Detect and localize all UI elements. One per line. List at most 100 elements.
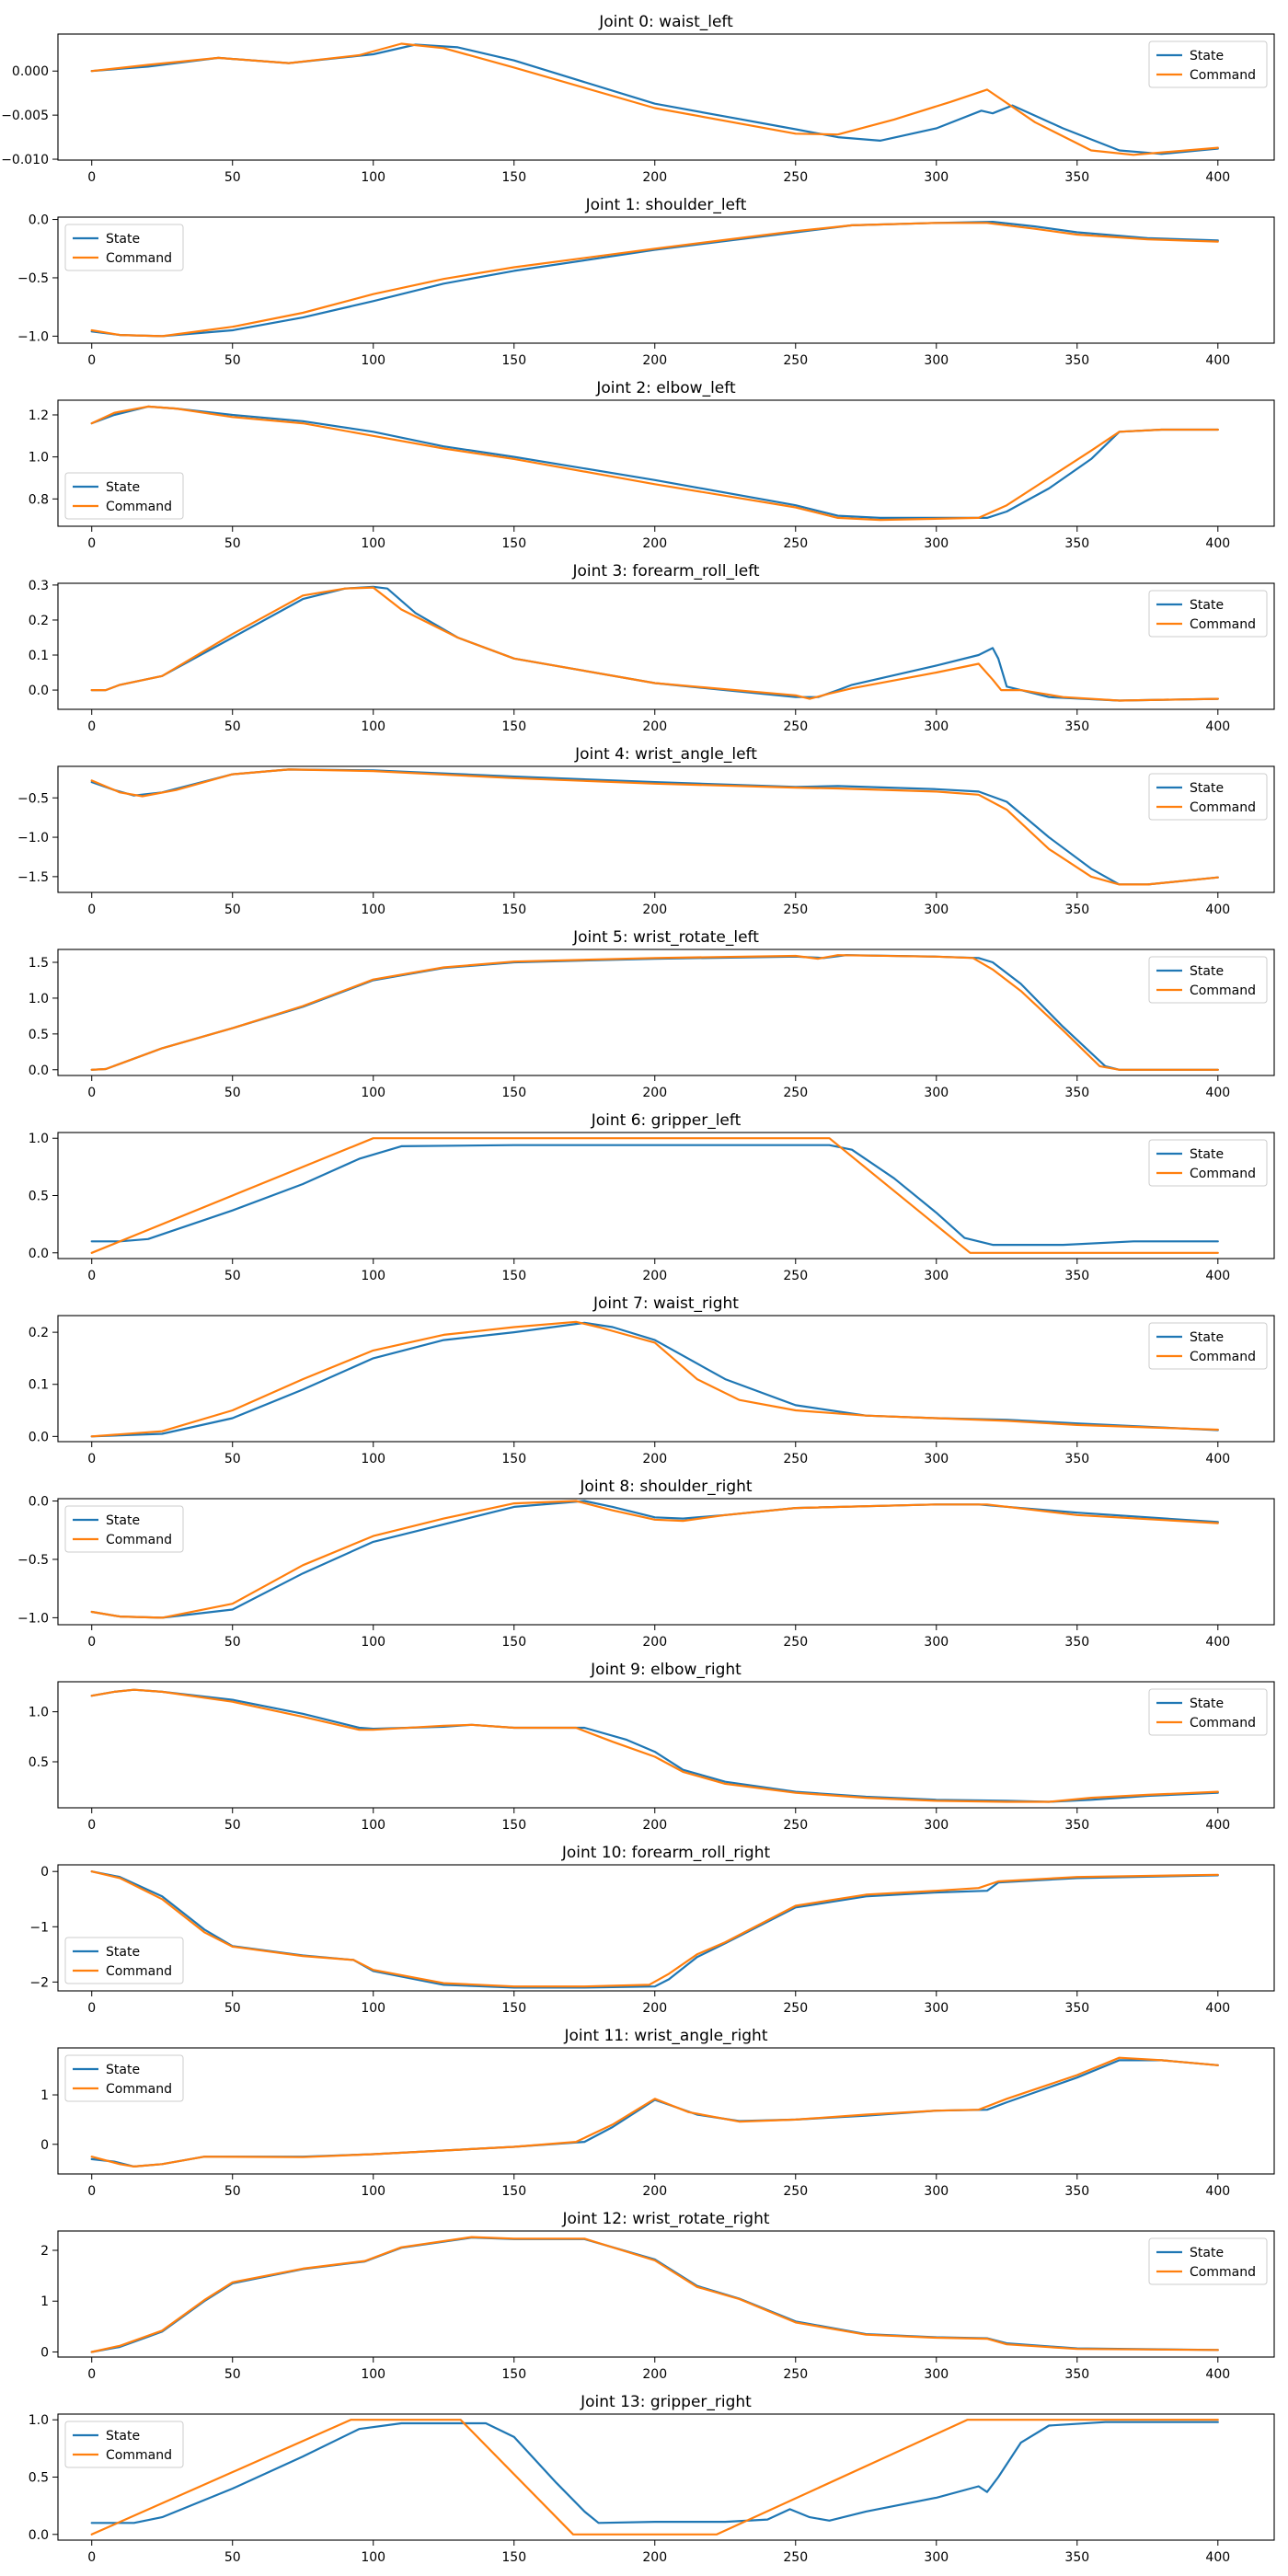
- axes-frame: [57, 33, 1275, 161]
- x-tick-label: 250: [783, 2550, 808, 2565]
- x-tick-label: 0: [87, 903, 96, 917]
- y-tick-label: 0.0: [29, 213, 49, 228]
- x-tick-label: 50: [224, 1635, 241, 1650]
- x-tick-label: 350: [1064, 2367, 1089, 2382]
- x-tick-label: 350: [1064, 1818, 1089, 1833]
- x-tick-label: 400: [1205, 1269, 1230, 1283]
- series-line-state: [90, 2421, 1219, 2524]
- x-tick-label: 350: [1064, 1635, 1089, 1650]
- x-tick-label: 150: [501, 2001, 526, 2016]
- x-tick-label: 150: [501, 1269, 526, 1283]
- legend-label-state: State: [1190, 49, 1224, 63]
- series-line-command: [90, 405, 1219, 522]
- y-tick-label: 1.0: [29, 451, 49, 466]
- series-line-state: [90, 405, 1219, 519]
- axes-frame: [57, 1864, 1275, 1992]
- x-tick-label: 200: [642, 2550, 667, 2565]
- x-tick-label: 50: [224, 719, 241, 734]
- legend: State Command: [64, 224, 184, 271]
- x-tick-label: 50: [224, 536, 241, 551]
- x-tick-label: 150: [501, 1635, 526, 1650]
- legend: State Command: [64, 1937, 184, 1984]
- x-tick-label: 50: [224, 1452, 241, 1466]
- x-tick-label: 250: [783, 903, 808, 917]
- legend-label-command: Command: [1190, 617, 1256, 632]
- x-tick-label: 50: [224, 170, 241, 185]
- y-tick-label: 0.0: [29, 1064, 49, 1078]
- x-tick-label: 100: [361, 170, 385, 185]
- x-tick-label: 250: [783, 1269, 808, 1283]
- legend-box: [1148, 1688, 1268, 1736]
- series-line-state: [90, 1144, 1219, 1247]
- x-tick-label: 250: [783, 353, 808, 368]
- legend: State Command: [1148, 1688, 1268, 1736]
- x-tick-label: 400: [1205, 2184, 1230, 2199]
- subplot-title: Joint 13: gripper_right: [580, 2393, 752, 2411]
- x-tick-label: 150: [501, 1818, 526, 1833]
- legend-box: [64, 2421, 184, 2468]
- legend: State Command: [1148, 1139, 1268, 1187]
- x-tick-label: 100: [361, 719, 385, 734]
- y-tick-label: 1: [40, 2088, 49, 2103]
- y-tick-label: −0.005: [1, 109, 49, 123]
- x-tick-label: 250: [783, 1452, 808, 1466]
- y-tick-label: 0.0: [29, 2528, 49, 2543]
- axes-frame: [57, 399, 1275, 527]
- y-tick-label: −1.0: [17, 831, 49, 845]
- x-tick-label: 100: [361, 353, 385, 368]
- series-line-state: [90, 2237, 1219, 2353]
- x-tick-label: 150: [501, 1452, 526, 1466]
- subplot-joint-1: Joint 1: shoulder_left 0 50 100 150 200 250 300…: [17, 196, 1275, 368]
- legend-label-command: Command: [1190, 1716, 1256, 1731]
- x-tick-label: 0: [87, 2550, 96, 2565]
- y-tick-label: 0.0: [29, 1247, 49, 1261]
- subplot-title: Joint 8: shoulder_right: [579, 1478, 752, 1496]
- subplot-joint-8: Joint 8: shoulder_right 0 50 100 150 200 250 30…: [17, 1478, 1275, 1650]
- x-tick-label: 0: [87, 1269, 96, 1283]
- x-tick-label: 0: [87, 1635, 96, 1650]
- x-tick-label: 400: [1205, 2367, 1230, 2382]
- legend: State Command: [64, 2421, 184, 2468]
- x-tick-label: 350: [1064, 1452, 1089, 1466]
- series-line-state: [90, 954, 1219, 1071]
- y-tick-label: −0.010: [1, 153, 49, 167]
- y-tick-label: −0.5: [17, 1553, 49, 1568]
- x-tick-label: 200: [642, 1818, 667, 1833]
- x-tick-label: 300: [924, 903, 949, 917]
- series-line-command: [90, 1870, 1219, 1988]
- x-tick-label: 100: [361, 2184, 385, 2199]
- legend-box: [1148, 773, 1268, 821]
- x-tick-label: 400: [1205, 719, 1230, 734]
- x-tick-label: 100: [361, 1269, 385, 1283]
- x-tick-label: 150: [501, 353, 526, 368]
- legend-label-command: Command: [106, 1964, 172, 1979]
- axes-frame: [57, 765, 1275, 893]
- x-tick-label: 200: [642, 2001, 667, 2016]
- x-tick-label: 300: [924, 1818, 949, 1833]
- x-tick-label: 200: [642, 2367, 667, 2382]
- x-tick-label: 200: [642, 903, 667, 917]
- x-tick-label: 350: [1064, 1269, 1089, 1283]
- y-tick-label: 1.2: [29, 408, 49, 423]
- legend-label-state: State: [106, 2429, 140, 2444]
- series-line-command: [90, 2236, 1219, 2353]
- axes-frame: [57, 1315, 1275, 1443]
- x-tick-label: 250: [783, 1086, 808, 1100]
- series-line-command: [90, 1320, 1219, 1438]
- y-tick-label: 0.1: [29, 649, 49, 663]
- legend-label-state: State: [106, 2063, 140, 2077]
- series-line-state: [90, 1870, 1219, 1989]
- y-tick-label: 0.000: [12, 64, 49, 79]
- y-tick-label: 1.5: [29, 956, 49, 971]
- legend: State Command: [64, 472, 184, 520]
- subplot-joint-5: Joint 5: wrist_rotate_left 0 50 100 150 200 25…: [29, 928, 1275, 1100]
- x-tick-label: 300: [924, 2550, 949, 2565]
- y-tick-label: 0.5: [29, 2471, 49, 2486]
- x-tick-label: 400: [1205, 1086, 1230, 1100]
- y-tick-label: 0.5: [29, 1755, 49, 1770]
- legend: State Command: [1148, 590, 1268, 638]
- x-tick-label: 400: [1205, 903, 1230, 917]
- subplot-joint-7: Joint 7: waist_right 0 50 100 150 200 250 300 35…: [29, 1294, 1275, 1466]
- legend: State Command: [1148, 956, 1268, 1004]
- x-tick-label: 150: [501, 170, 526, 185]
